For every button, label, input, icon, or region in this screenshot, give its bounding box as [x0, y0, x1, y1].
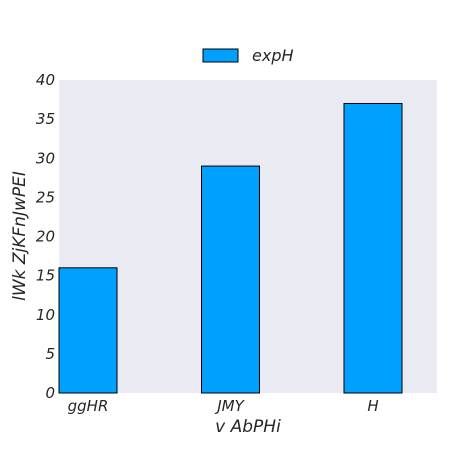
bar-JMY	[201, 165, 260, 394]
legend: expH	[202, 46, 294, 65]
x-tick-label: JMY	[214, 397, 245, 415]
y-axis-ticks: 0 5 10 15 20 25 30 35 40	[36, 71, 55, 402]
y-tick-label: 25	[36, 188, 55, 206]
y-tick-label: 35	[36, 110, 55, 128]
bar-ggHR	[58, 267, 118, 394]
x-tick-label: H	[367, 397, 378, 415]
y-tick-label: 5	[45, 345, 55, 363]
y-axis-label: lWk ZjKFnJwPEI	[10, 171, 30, 301]
x-axis-ticks: ggHR JMY H	[68, 397, 379, 415]
y-tick-label: 30	[36, 149, 55, 167]
legend-swatch	[202, 48, 239, 63]
legend-label: expH	[252, 46, 294, 65]
y-tick-label: 10	[36, 306, 55, 324]
x-axis-label: v AbPHi	[215, 417, 281, 437]
x-tick-label: ggHR	[68, 397, 109, 415]
y-tick-label: 20	[36, 228, 55, 246]
y-tick-label: 15	[36, 267, 55, 285]
y-tick-label: 0	[45, 384, 55, 402]
bars-group	[58, 102, 403, 394]
y-tick-label: 40	[36, 71, 55, 89]
bar-H	[343, 102, 403, 394]
